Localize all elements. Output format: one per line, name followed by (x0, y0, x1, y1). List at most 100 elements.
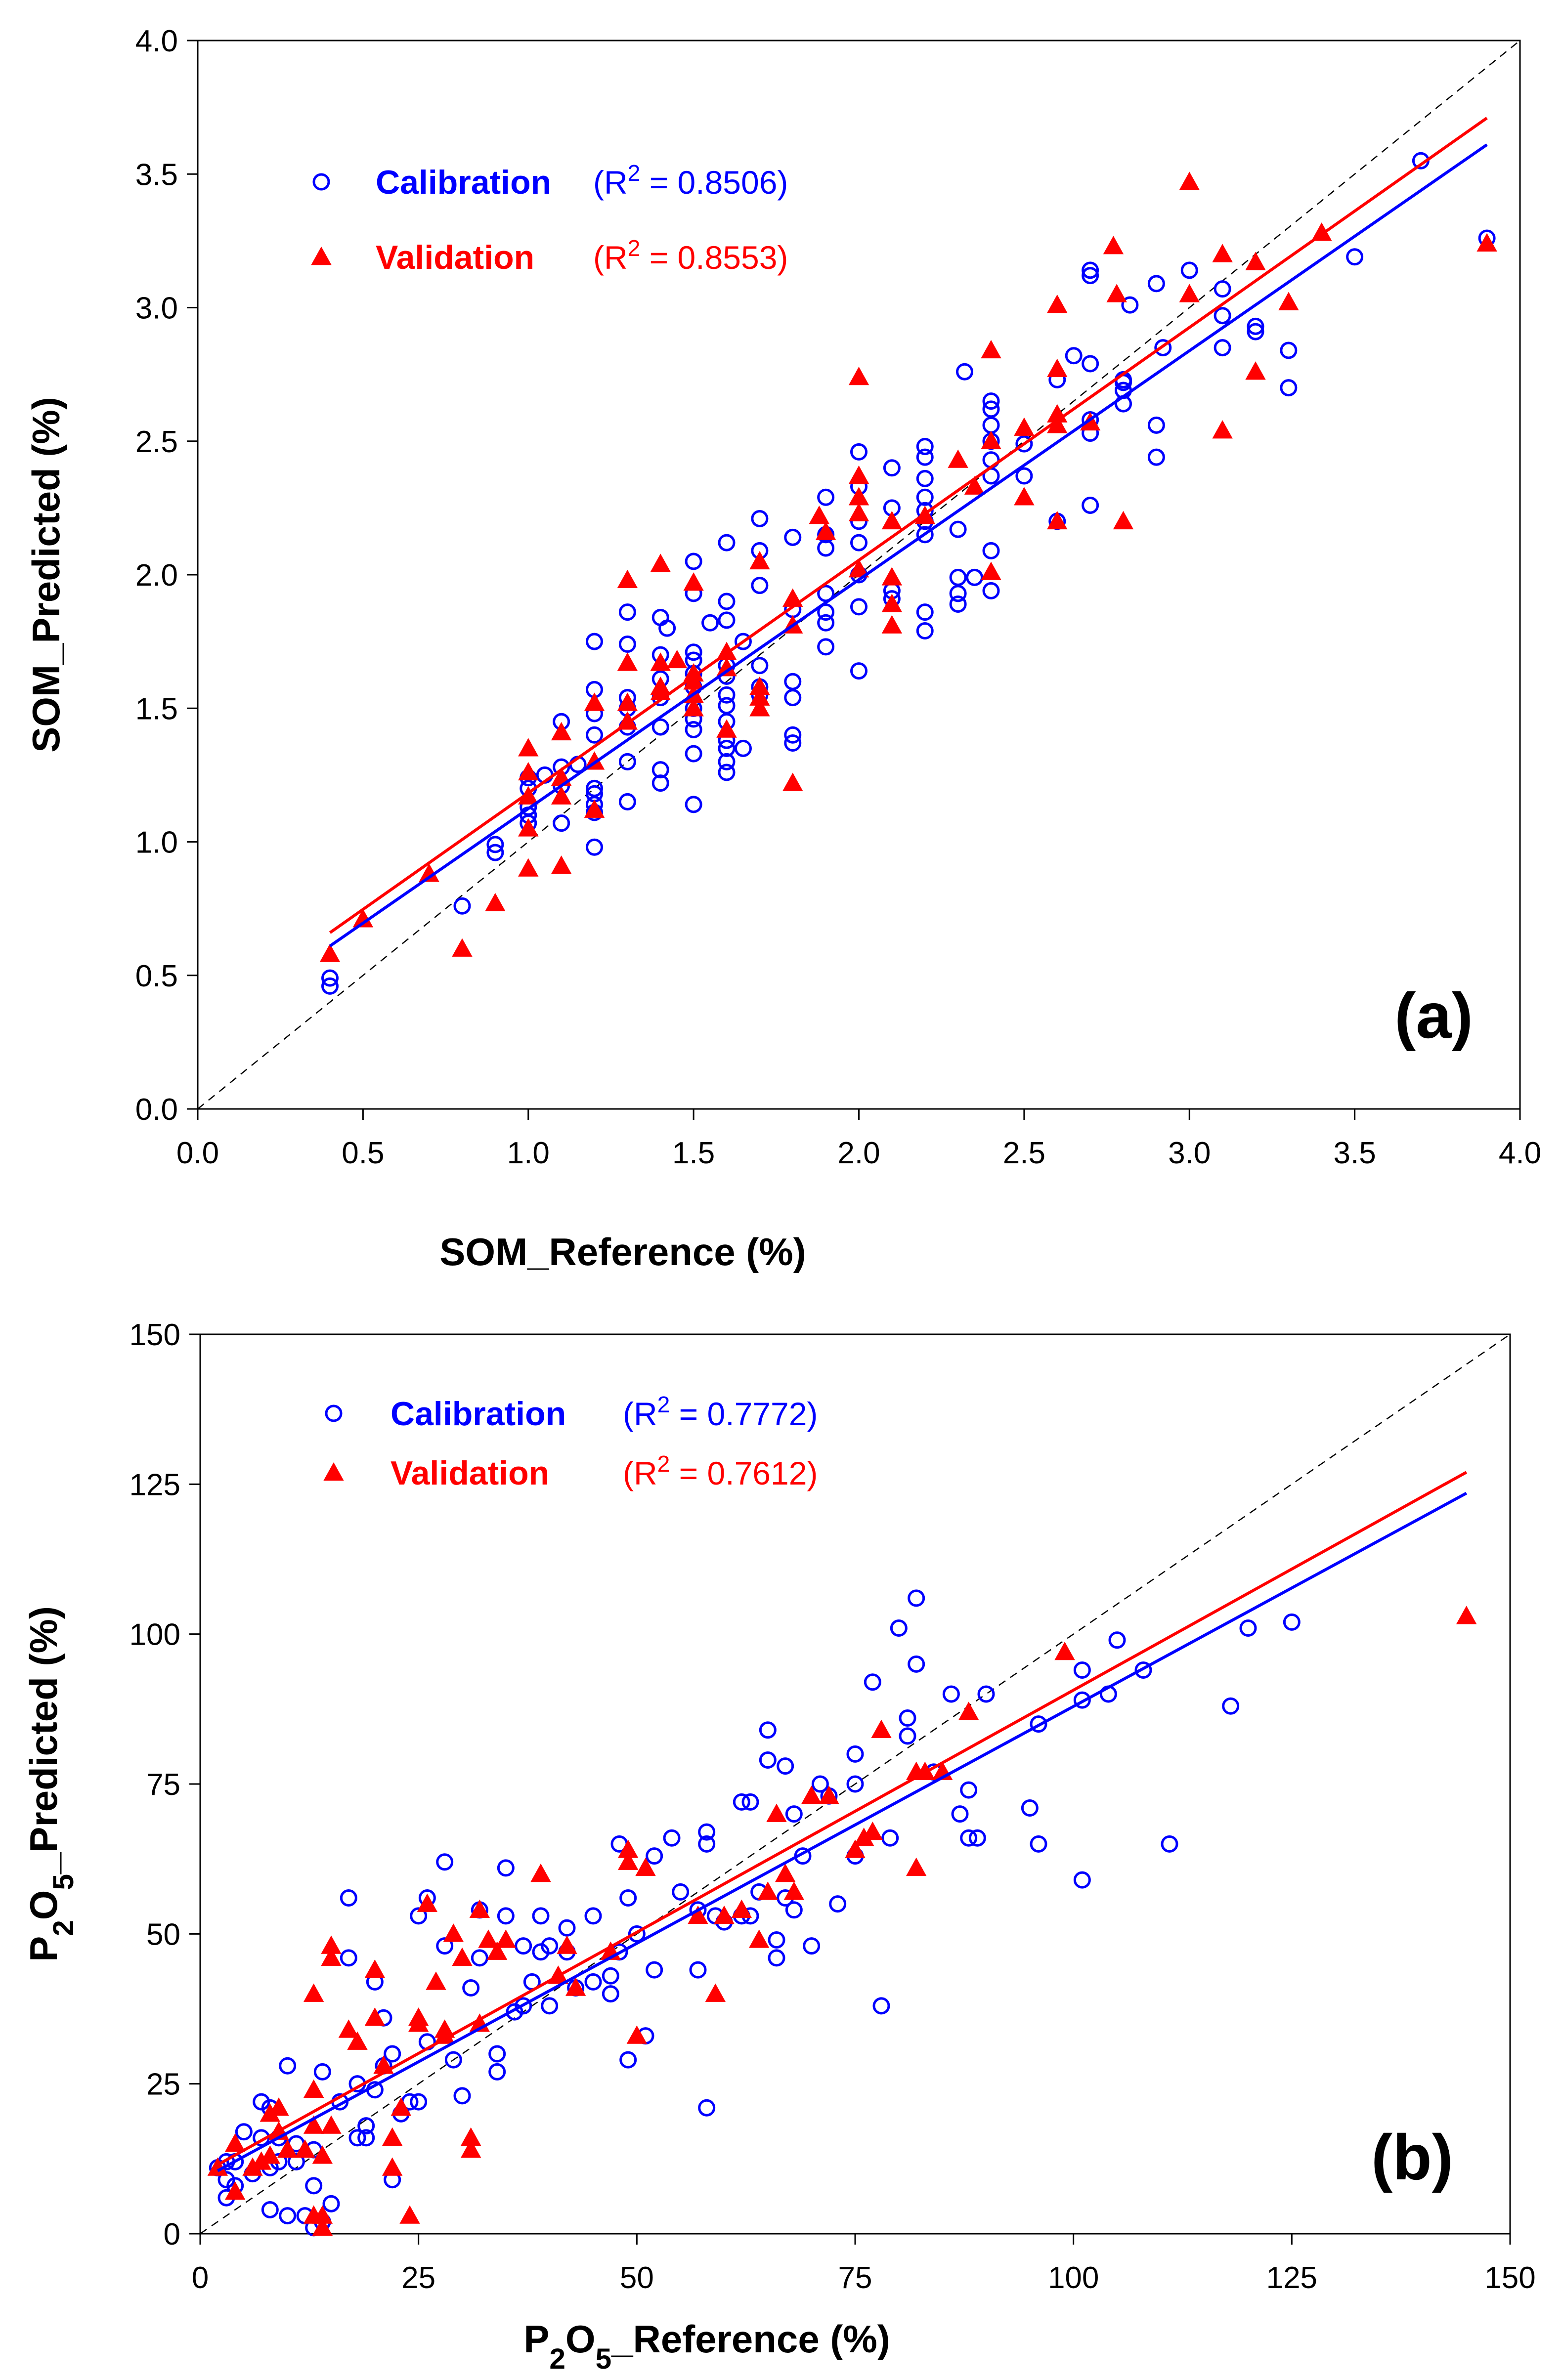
y-tick-label: 50 (146, 1917, 180, 1952)
legend-validation-marker (323, 1462, 344, 1481)
validation-point (862, 1822, 883, 1840)
calibration-point (1082, 496, 1099, 514)
calibration-point (646, 1847, 663, 1865)
y-tick-label: 0.0 (135, 1093, 178, 1127)
calibration-point (916, 603, 934, 621)
calibration-point (253, 2093, 270, 2111)
calibration-point (618, 753, 636, 770)
validation-point (1113, 510, 1134, 530)
calibration-point (982, 392, 1000, 410)
validation-point (382, 2157, 403, 2176)
validation-point (748, 1929, 770, 1948)
validation-point (716, 719, 737, 738)
calibration-point (1065, 347, 1083, 365)
y-tick-label: 125 (130, 1468, 180, 1502)
validation-point (848, 503, 869, 521)
calibration-point (558, 1919, 576, 1937)
calibration-point (734, 739, 752, 757)
calibration-point (321, 977, 339, 995)
validation-series (319, 171, 1497, 962)
calibration-point (586, 633, 603, 650)
validation-point (981, 340, 1001, 359)
calibration-point (235, 2123, 253, 2141)
calibration-point (718, 593, 736, 610)
calibration-fit-line (329, 143, 1488, 947)
validation-point (981, 561, 1001, 580)
y-tick-label: 1.5 (135, 692, 178, 726)
validation-point (312, 2145, 333, 2164)
one-to-one-line (200, 1333, 1511, 2235)
calibration-point (436, 1853, 454, 1871)
calibration-point (811, 1775, 829, 1793)
x-tick-label: 100 (1048, 2261, 1099, 2295)
calibration-point (515, 1997, 532, 2015)
calibration-point (261, 2201, 279, 2218)
validation-point (848, 487, 869, 506)
calibration-point (982, 400, 1000, 418)
validation-fit-line (217, 1471, 1468, 2167)
panel-a: 0.0 0.5 1.0 1.5 2.0 2.5 3.0 3.5 4.0 0.0 0.5 1.0 1.5 2… (24, 24, 1541, 1274)
legend-validation-label: Validation (390, 1454, 549, 1492)
calibration-point (453, 2087, 471, 2105)
x-tick-label: 2.5 (1003, 1136, 1045, 1170)
validation-point (749, 698, 770, 717)
calibration-point (1134, 1661, 1152, 1679)
validation-point (518, 738, 539, 757)
calibration-point (357, 2129, 375, 2147)
calibration-point (1214, 339, 1231, 357)
legend-calibration-r2: (R2 = 0.7772) (623, 1392, 818, 1432)
validation-point (518, 818, 539, 837)
calibration-point (515, 1937, 532, 1955)
validation-point (1054, 1642, 1075, 1660)
calibration-point (916, 526, 934, 544)
calibration-point (541, 1997, 559, 2015)
x-tick-label: 75 (838, 2261, 872, 2295)
panel-b: 0 25 50 75 100 125 150 0 25 50 75 100 125 150 P2O5_Ref… (22, 1318, 1536, 2375)
calibration-point (313, 2063, 331, 2081)
calibration-point (751, 577, 769, 595)
validation-point (321, 2115, 342, 2134)
calibration-point (532, 1943, 550, 1961)
calibration-point (949, 520, 967, 538)
calibration-point (701, 614, 719, 632)
calibration-point (340, 1889, 357, 1907)
validation-point (845, 1839, 866, 1858)
validation-point (766, 1803, 787, 1822)
calibration-point (685, 721, 702, 738)
validation-point (321, 1947, 342, 1966)
legend-validation-r2: (R2 = 0.7612) (623, 1451, 818, 1491)
calibration-point (322, 2195, 340, 2212)
calibration-point (685, 552, 702, 570)
validation-point (312, 2217, 333, 2236)
calibration-point (718, 686, 736, 704)
calibration-point (949, 585, 967, 602)
calibration-point (384, 2045, 401, 2063)
calibration-point (602, 1967, 619, 1985)
panel-label: (a) (1394, 979, 1473, 1052)
calibration-point (751, 510, 769, 527)
validation-point (486, 1941, 508, 1960)
calibration-point (602, 1985, 619, 2003)
validation-point (1106, 284, 1127, 302)
validation-point (390, 2097, 412, 2116)
calibration-point (410, 1907, 428, 1925)
calibration-point (1247, 317, 1264, 335)
calibration-point (1147, 416, 1165, 434)
calibration-point (718, 753, 736, 770)
calibration-point (1154, 339, 1172, 357)
calibration-point (966, 568, 984, 586)
validation-point (1212, 420, 1233, 439)
calibration-point (916, 448, 934, 466)
validation-point (319, 943, 341, 962)
validation-point (1278, 292, 1299, 310)
validation-point (1014, 417, 1035, 436)
calibration-point (436, 1937, 454, 1955)
calibration-point (785, 1901, 803, 1919)
calibration-point (471, 1949, 488, 1967)
validation-point (749, 687, 770, 706)
validation-point (1476, 233, 1497, 252)
calibration-point (685, 643, 702, 661)
validation-point (1179, 171, 1200, 190)
calibration-point (982, 582, 1000, 599)
calibration-point (960, 1781, 978, 1799)
